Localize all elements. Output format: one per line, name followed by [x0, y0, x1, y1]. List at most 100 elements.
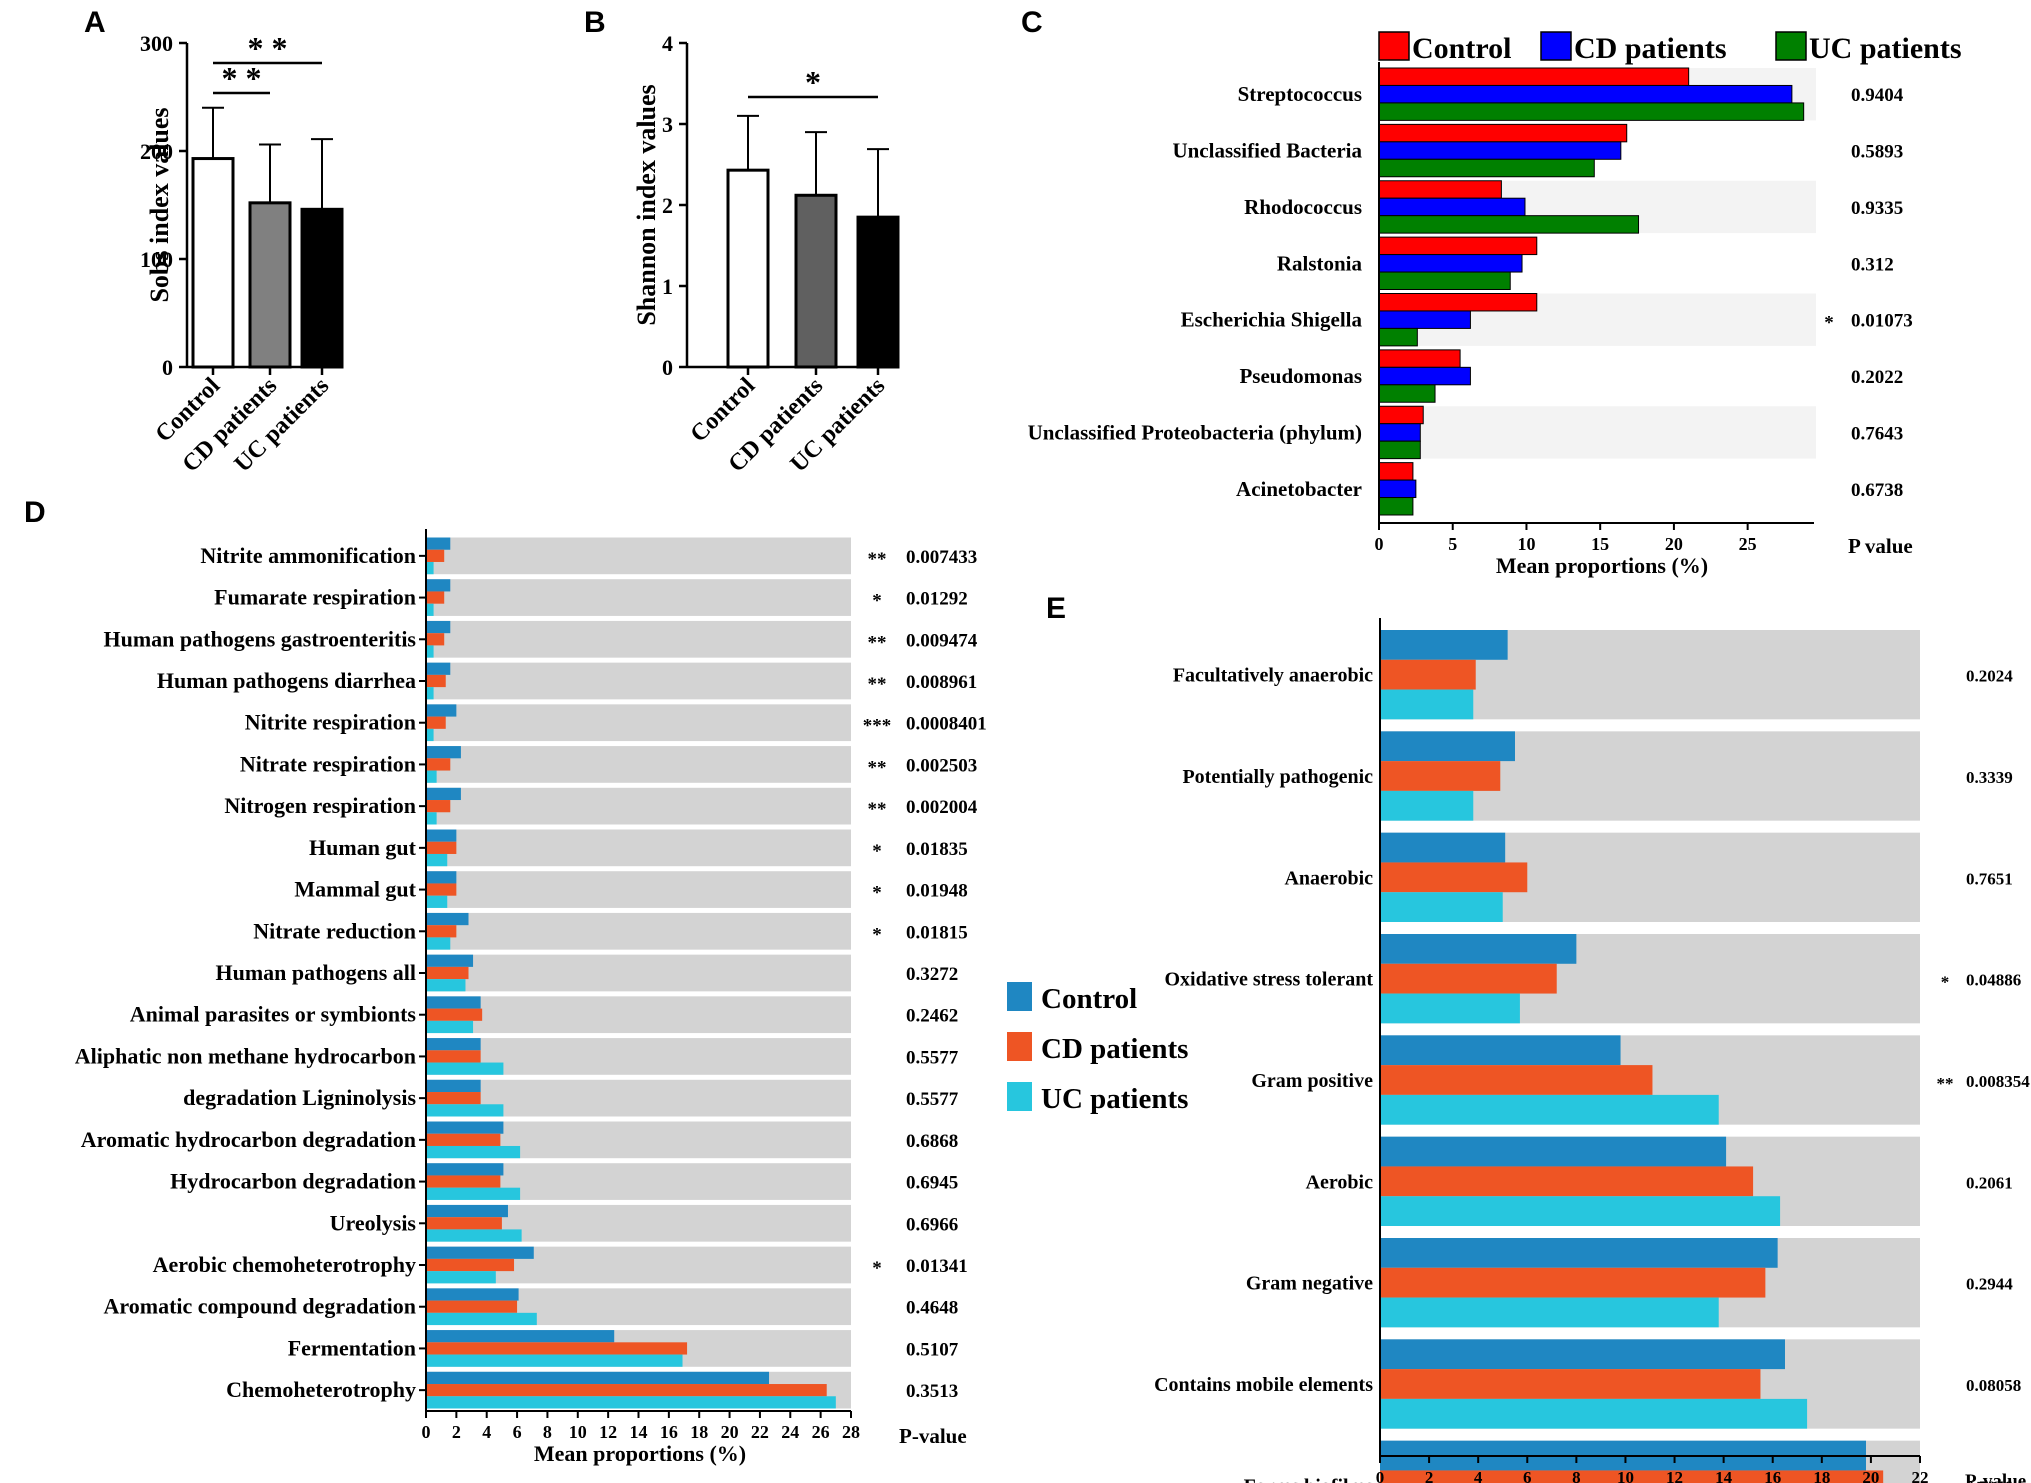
panel-e-bar-facultatively-anaerobic-cd-patients	[1380, 659, 1476, 690]
panel-d-bar-hydrocarbon-degradation-uc-patients	[426, 1187, 521, 1200]
panel-d-x-tick-label: 16	[660, 1422, 678, 1442]
panel-d-category-label-nitrate-respiration: Nitrate respiration	[240, 751, 416, 776]
panel-d-category-label-aerobic-chemoheterotrophy: Aerobic chemoheterotrophy	[153, 1252, 416, 1277]
panel-d-category-label-aliphatic-non-methane-hydrocarbon: Aliphatic non methane hydrocarbon	[75, 1043, 416, 1068]
panel-e-bar-oxidative-stress-tolerant-uc-patients	[1380, 993, 1520, 1024]
panel-d-significance-stars: *	[872, 591, 882, 612]
panel-a-y-tick-label: 0	[162, 355, 173, 380]
panel-d-bar-chemoheterotrophy-cd-patients	[426, 1384, 827, 1397]
panel-d-p-value: 0.6966	[906, 1214, 958, 1235]
panel-d-bar-aliphatic-non-methane-hydrocarbon-cd-patients	[426, 1050, 481, 1063]
panel-e-x-tick-label: 10	[1617, 1468, 1634, 1483]
panel-e-x-tick-label: 20	[1862, 1468, 1879, 1483]
panel-d-category-label-human-gut: Human gut	[309, 835, 417, 860]
panel-d-x-tick-label: 10	[569, 1422, 587, 1442]
panel-d-category-label-mammal-gut: Mammal gut	[294, 877, 416, 902]
panel-e-bar-gram-positive-control	[1380, 1035, 1621, 1066]
panel-d-category-label-nitrogen-respiration: Nitrogen respiration	[224, 793, 416, 818]
panel-d-bar-nitrogen-respiration-cd-patients	[426, 800, 451, 813]
panel-c-significance-stars: *	[1824, 313, 1834, 334]
panel-d-significance-stars: **	[868, 799, 887, 820]
panel-d-category-label-animal-parasites-or-symbionts: Animal parasites or symbionts	[130, 1002, 417, 1027]
panel-d-p-value: 0.008961	[906, 672, 977, 693]
panel-d-bar-human-gut-control	[426, 829, 457, 842]
panel-d-bar-human-pathogens-diarrhea-cd-patients	[426, 674, 446, 688]
panel-d-row-background	[426, 662, 851, 700]
panel-e-category-label-oxidative-stress-tolerant: Oxidative stress tolerant	[1165, 969, 1374, 991]
panel-c-category-label-escherichia-shigella: Escherichia Shigella	[1181, 308, 1363, 332]
panel-c-row-background	[1379, 406, 1816, 459]
panel-e-bar-gram-negative-cd-patients	[1380, 1267, 1766, 1298]
panel-d-x-tick-label: 6	[513, 1422, 522, 1442]
panel-d-row-background	[426, 579, 851, 616]
panel-d-row-background	[426, 704, 851, 742]
panel-e-significance-stars: *	[1941, 973, 1950, 992]
panel-d-bar-hydrocarbon-degradation-cd-patients	[426, 1175, 501, 1188]
panel-e-bar-gram-positive-cd-patients	[1380, 1065, 1653, 1095]
panel-a-bar-cd-patients	[248, 201, 292, 369]
panel-d-significance-stars: ***	[863, 716, 892, 737]
panel-b-y-tick-label: 3	[662, 112, 673, 137]
legend-swatch-cd-patients	[1007, 1032, 1032, 1061]
panel-c-bar-streptococcus-uc-patients	[1378, 102, 1805, 121]
panel-a-y-tick-label: 100	[140, 247, 173, 272]
panel-d-significance-stars: *	[872, 841, 882, 862]
panel-d-bar-nitrate-reduction-uc-patients	[426, 937, 451, 950]
panel-e-p-value-header: P-value	[1965, 1471, 2026, 1483]
panel-d-bar-mammal-gut-cd-patients	[426, 883, 457, 896]
panel-d-significance-stars: *	[872, 883, 882, 904]
panel-d-bar-fermentation-control	[426, 1330, 615, 1343]
panel-d-bar-nitrite-respiration-cd-patients	[426, 716, 446, 729]
panel-d-x-tick-label: 8	[543, 1422, 552, 1442]
panel-c-x-tick-label: 10	[1517, 534, 1535, 554]
panel-e-bar-anaerobic-control	[1380, 832, 1506, 863]
panel-c-bar-pseudomonas-uc-patients	[1378, 384, 1436, 403]
panel-c-bar-streptococcus-control	[1378, 67, 1690, 86]
panel-d-bar-aliphatic-non-methane-hydrocarbon-uc-patients	[426, 1062, 504, 1075]
panel-d-bar-mammal-gut-control	[426, 871, 457, 884]
panel-c-bar-unclassified-proteobacteria-phylum-control	[1378, 405, 1424, 425]
panel-c-bar-streptococcus-cd-patients	[1378, 84, 1793, 104]
panel-d-bar-degradation-ligninolysis-cd-patients	[426, 1092, 481, 1105]
panel-c-bar-ralstonia-uc-patients	[1378, 271, 1511, 290]
legend-label-control: Control	[1041, 983, 1137, 1015]
panel-d-bar-nitrite-ammonification-control	[426, 537, 451, 550]
panel-d-x-tick-label: 24	[781, 1422, 799, 1442]
panel-d-p-value: 0.01815	[906, 922, 968, 943]
legend-label-cd-patients: CD patients	[1041, 1033, 1188, 1065]
panel-c-legend-swatch-uc-patients	[1775, 31, 1807, 61]
panel-c-x-tick-label: 5	[1448, 534, 1457, 554]
panel-e-bar-contains-mobile-elements-uc-patients	[1380, 1398, 1808, 1429]
panel-d-bar-nitrite-ammonification-uc-patients	[426, 561, 434, 575]
panel-c-bar-unclassified-proteobacteria-phylum-cd-patients	[1378, 423, 1421, 442]
panel-d-x-tick-label: 4	[482, 1422, 491, 1442]
panel-d-p-value: 0.002004	[906, 797, 978, 818]
panel-d-row-background	[426, 871, 851, 908]
panel-d-bar-animal-parasites-or-symbionts-control	[426, 996, 481, 1009]
panel-e-p-value: 0.2944	[1966, 1275, 2013, 1294]
panel-d-bar-animal-parasites-or-symbionts-uc-patients	[426, 1020, 474, 1034]
panel-d-x-tick-label: 2	[452, 1422, 461, 1442]
panel-e-p-value: 0.2061	[1966, 1173, 2013, 1192]
panel-e-bar-oxidative-stress-tolerant-cd-patients	[1380, 963, 1557, 994]
panel-c-bar-escherichia-shigella-control	[1378, 293, 1538, 312]
panel-d-row-background	[426, 912, 851, 950]
panel-d-significance-stars: **	[868, 549, 887, 570]
panel-b-y-axis-label: Shannon index values	[632, 84, 661, 325]
panel-a-bar-control	[191, 157, 235, 369]
panel-d-bar-nitrate-respiration-cd-patients	[426, 758, 451, 771]
panel-d-bar-nitrite-respiration-uc-patients	[426, 728, 434, 742]
panel-e-label: E	[1046, 592, 1066, 625]
panel-d-bar-human-pathogens-diarrhea-uc-patients	[426, 687, 434, 700]
panel-e-x-tick-label: 22	[1912, 1468, 1929, 1483]
panel-d-bar-nitrogen-respiration-uc-patients	[426, 812, 437, 825]
panel-e-bar-potentially-pathogenic-cd-patients	[1380, 761, 1501, 791]
panel-e-bar-aerobic-control	[1380, 1136, 1727, 1167]
panel-e-p-value: 0.7651	[1966, 869, 2013, 888]
panel-e-bar-forms-biofilms-cd-patients	[1380, 1470, 1884, 1483]
panel-b-y-tick-label: 1	[662, 274, 673, 299]
panel-e-x-tick-label: 2	[1425, 1468, 1434, 1483]
panel-e-p-value: 0.008354	[1966, 1072, 2030, 1091]
panel-c-p-value: 0.7643	[1851, 423, 1903, 444]
panel-c-p-value: 0.9335	[1851, 198, 1903, 219]
